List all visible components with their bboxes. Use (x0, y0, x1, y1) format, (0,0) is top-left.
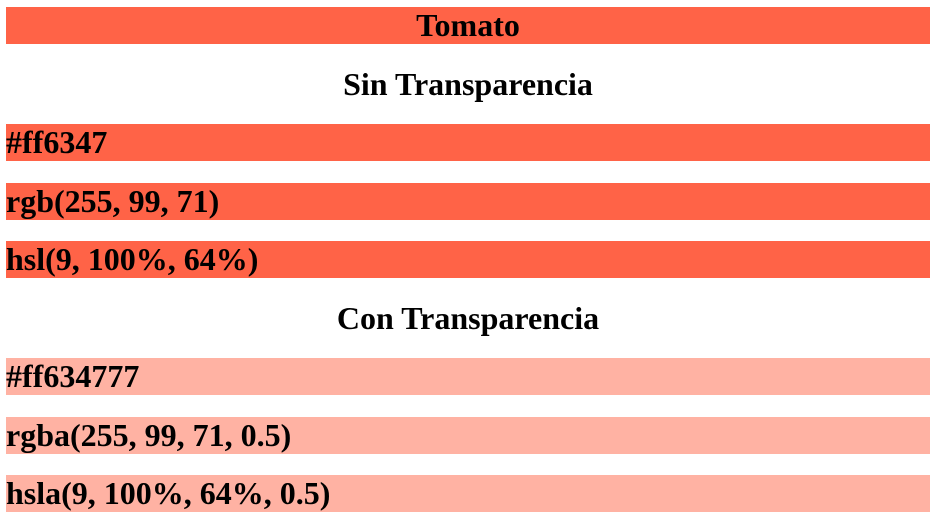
section-heading-transparent: Con Transparencia (6, 300, 930, 337)
color-row-hsla: hsla(9, 100%, 64%, 0.5) (6, 475, 930, 512)
section-heading-label: Con Transparencia (336, 300, 600, 336)
color-value-label: hsl(9, 100%, 64%) (6, 241, 259, 277)
color-row-rgb: rgb(255, 99, 71) (6, 183, 930, 220)
color-value-label: rgba(255, 99, 71, 0.5) (6, 417, 292, 453)
page-title: Tomato (416, 7, 520, 43)
color-row-hex-alpha: #ff634777 (6, 358, 930, 395)
title-bar: Tomato (6, 7, 930, 44)
color-value-label: rgb(255, 99, 71) (6, 183, 220, 219)
section-heading-label: Sin Transparencia (343, 66, 593, 102)
color-row-rgba: rgba(255, 99, 71, 0.5) (6, 417, 930, 454)
color-value-label: #ff634777 (6, 358, 140, 394)
color-row-hsl: hsl(9, 100%, 64%) (6, 241, 930, 278)
color-value-label: #ff6347 (6, 124, 108, 160)
color-row-hex: #ff6347 (6, 124, 930, 161)
section-heading-opaque: Sin Transparencia (6, 66, 930, 103)
color-value-label: hsla(9, 100%, 64%, 0.5) (6, 475, 331, 511)
